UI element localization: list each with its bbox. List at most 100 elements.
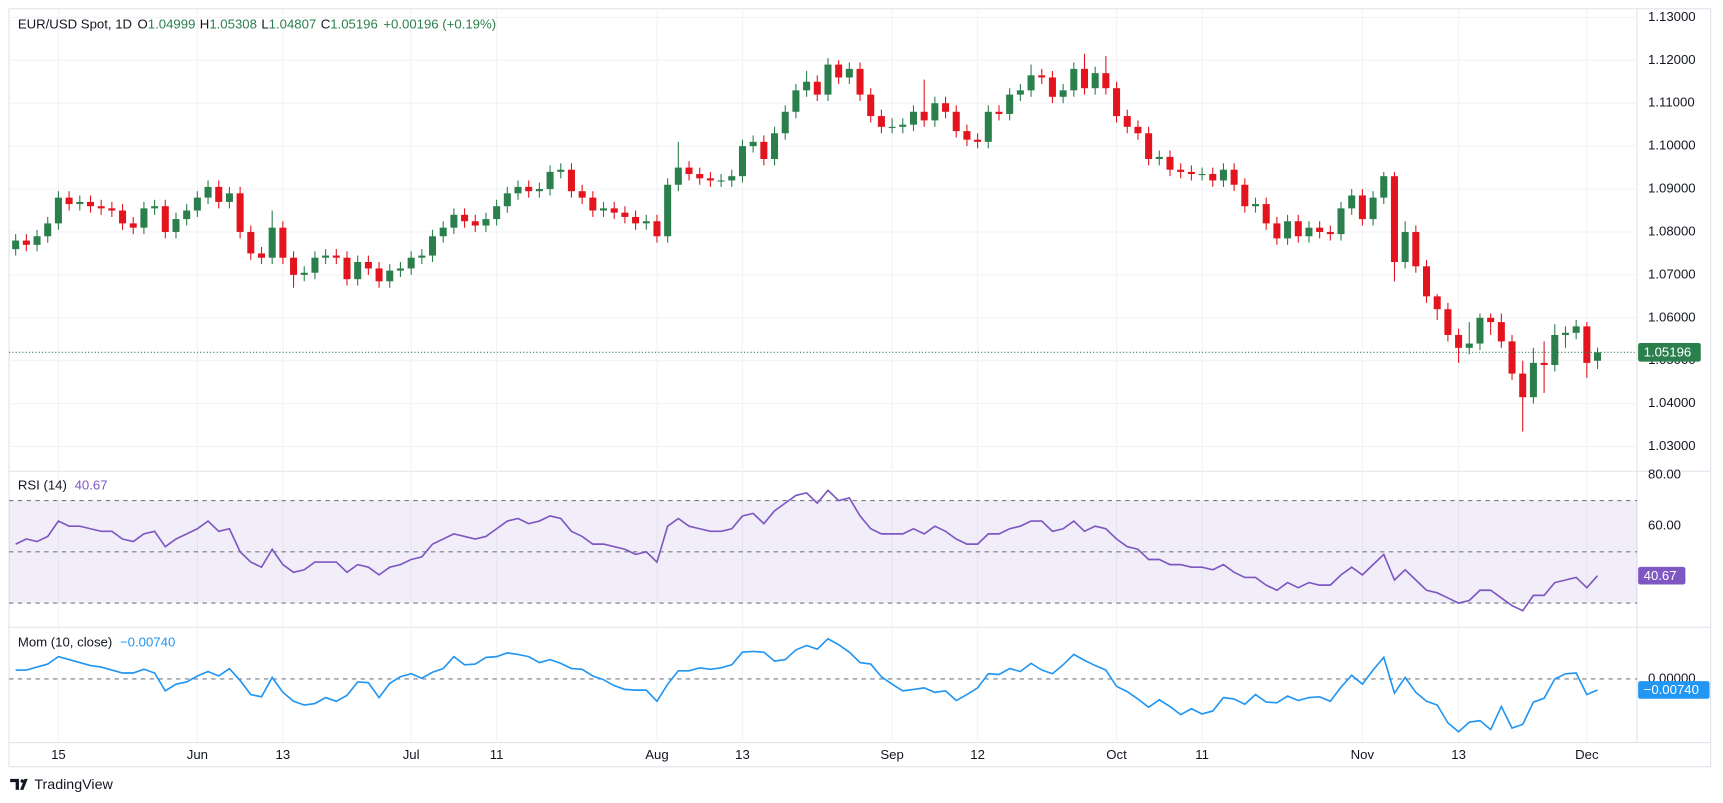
brand-logo-dot bbox=[20, 779, 25, 783]
candle-body bbox=[1284, 221, 1292, 239]
candle-body bbox=[461, 214, 469, 222]
candle-body bbox=[717, 180, 725, 182]
candle-body bbox=[1187, 171, 1195, 175]
momentum-value: −0.00740 bbox=[120, 635, 175, 650]
candle-body bbox=[225, 193, 233, 202]
candle-body bbox=[909, 111, 917, 125]
y-tick-label: 1.06000 bbox=[1648, 309, 1696, 324]
y-tick-label: 1.09000 bbox=[1648, 181, 1696, 196]
y-tick-label: 1.13000 bbox=[1648, 9, 1696, 24]
candle-body bbox=[247, 231, 255, 254]
candle-body bbox=[257, 253, 266, 258]
candle-body bbox=[535, 189, 543, 192]
candle-body bbox=[685, 167, 693, 175]
x-tick-label: Jul bbox=[403, 747, 420, 762]
y-tick-label: 1.08000 bbox=[1648, 223, 1696, 238]
candle-body bbox=[1594, 352, 1602, 361]
candle-body bbox=[749, 141, 757, 147]
momentum-tag-label: −0.00740 bbox=[1644, 682, 1699, 697]
candle-body bbox=[771, 133, 779, 160]
candle-body bbox=[471, 221, 479, 226]
candle-body bbox=[1027, 75, 1035, 91]
rsi-legend: RSI (14) 40.67 bbox=[18, 478, 108, 493]
candle-body bbox=[1497, 322, 1505, 342]
candle-body bbox=[140, 208, 148, 228]
indicator-line bbox=[15, 637, 1598, 733]
candle-body bbox=[1166, 156, 1174, 170]
candle-body bbox=[696, 174, 704, 179]
candle-body bbox=[375, 268, 383, 282]
x-tick-label: Aug bbox=[645, 747, 668, 762]
indicator-line bbox=[15, 489, 1599, 612]
candle-body bbox=[1551, 334, 1559, 366]
candle-body bbox=[1476, 317, 1484, 344]
candle-body bbox=[1529, 362, 1537, 398]
candle-body bbox=[1145, 133, 1153, 160]
momentum-legend: Mom (10, close) −0.00740 bbox=[18, 635, 175, 650]
legend-header: EUR/USD Spot, 1D O1.04999 H1.05308 L1.04807… bbox=[18, 17, 496, 32]
y-tick-label: 1.04000 bbox=[1648, 395, 1696, 410]
candle-body bbox=[482, 219, 490, 226]
change: +0.00196 (+0.19%) bbox=[383, 17, 496, 32]
candle-body bbox=[899, 124, 907, 127]
candle-body bbox=[503, 193, 511, 207]
candle-body bbox=[1294, 221, 1302, 237]
candle-body bbox=[279, 227, 287, 258]
candle-body bbox=[1102, 73, 1110, 89]
candle-body bbox=[706, 178, 714, 181]
candle-body bbox=[151, 206, 159, 209]
ohlc-field-label: C bbox=[321, 17, 331, 32]
candle-body bbox=[65, 197, 73, 205]
candle-body bbox=[322, 255, 330, 258]
candle-body bbox=[54, 197, 62, 224]
candle-body bbox=[1508, 341, 1516, 374]
candle-body bbox=[1006, 94, 1014, 114]
candle-body bbox=[1251, 204, 1260, 207]
candle-body bbox=[1455, 334, 1463, 348]
candle-body bbox=[1326, 231, 1334, 235]
candle-body bbox=[1348, 195, 1356, 209]
marks bbox=[9, 53, 1638, 733]
candle-body bbox=[215, 186, 223, 202]
candle-body bbox=[1433, 296, 1441, 310]
candle-body bbox=[44, 223, 52, 237]
candle-body bbox=[311, 257, 319, 273]
candle-body bbox=[290, 257, 298, 275]
candle-body bbox=[845, 68, 853, 78]
candle-body bbox=[760, 141, 768, 160]
candle-body bbox=[1091, 73, 1099, 89]
candle-body bbox=[600, 208, 608, 211]
candle-body bbox=[610, 208, 618, 213]
x-tick-label: Oct bbox=[1106, 747, 1127, 762]
candle-body bbox=[1369, 197, 1377, 220]
candle-body bbox=[995, 111, 1003, 114]
candle-body bbox=[76, 201, 84, 205]
ohlc-field-value: 1.04807 bbox=[269, 17, 317, 32]
candle-body bbox=[1262, 204, 1270, 224]
candle-body bbox=[183, 210, 191, 220]
candle-body bbox=[1230, 169, 1238, 185]
ohlc-field-value: 1.05308 bbox=[209, 17, 257, 32]
candle-body bbox=[332, 255, 340, 258]
y-tick-label: 60.00 bbox=[1648, 518, 1681, 533]
symbol: EUR/USD Spot, 1D bbox=[18, 17, 132, 32]
candle-body bbox=[1423, 266, 1431, 297]
rsi-value: 40.67 bbox=[75, 478, 108, 493]
candle-body bbox=[952, 111, 960, 132]
candle-body bbox=[172, 219, 180, 232]
ohlc-field-value: 1.04999 bbox=[148, 17, 196, 32]
candle-body bbox=[621, 212, 629, 217]
candle-body bbox=[1134, 126, 1142, 134]
candle-body bbox=[557, 169, 565, 172]
candle-body bbox=[396, 268, 404, 271]
candle-body bbox=[1219, 169, 1227, 181]
candle-body bbox=[792, 90, 800, 112]
candle-body bbox=[493, 206, 501, 220]
rsi-tag bbox=[1638, 566, 1686, 585]
y-tick-label: 1.11000 bbox=[1648, 95, 1695, 110]
momentum-name: Mom (10, close) bbox=[18, 635, 112, 650]
candle-body bbox=[236, 193, 244, 232]
candle-body bbox=[888, 126, 896, 128]
candle-body bbox=[728, 176, 736, 181]
candle-body bbox=[1358, 195, 1366, 220]
